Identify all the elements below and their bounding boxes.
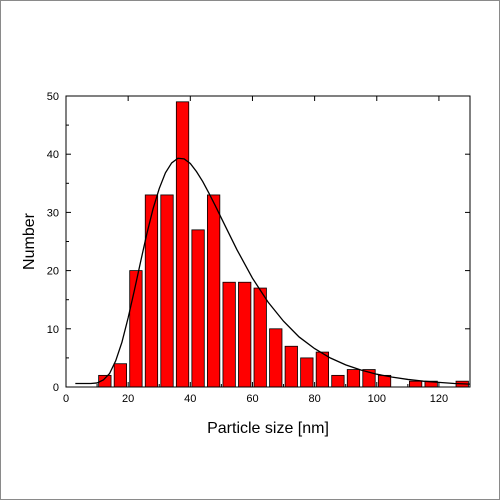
y-tick-label: 20 [47, 266, 59, 278]
histogram-bar [191, 229, 205, 388]
histogram-bar [346, 369, 361, 388]
histogram-bar [331, 374, 345, 388]
histogram-bar [160, 194, 174, 388]
x-tick-label: 60 [246, 393, 258, 405]
x-tick-label: 80 [308, 393, 320, 405]
x-tick-label: 0 [63, 393, 69, 405]
histogram-bar [175, 101, 190, 388]
curve-layer [75, 157, 471, 385]
y-tick-label: 0 [53, 382, 59, 394]
histogram-bar [269, 328, 283, 388]
x-tick-label: 20 [122, 393, 134, 405]
histogram-bar [315, 351, 329, 388]
y-tick-label: 50 [47, 91, 59, 103]
x-tick-label: 100 [368, 393, 386, 405]
y-axis-title: Number [21, 212, 38, 270]
histogram-bar [222, 281, 236, 388]
x-axis-title: Particle size [nm] [207, 420, 329, 437]
y-tick-label: 40 [47, 149, 59, 161]
histogram-bar [253, 287, 267, 388]
y-tick-label: 30 [47, 207, 59, 219]
y-tick-label: 10 [47, 324, 59, 336]
y-axis-ticks: 0 10 20 30 40 50 [47, 91, 470, 394]
histogram-bar [408, 380, 423, 388]
histogram-bar [129, 270, 143, 388]
histogram-bar [144, 194, 159, 388]
plot-area-border [65, 95, 471, 388]
histogram-bar [284, 345, 298, 388]
histogram-bar [238, 281, 252, 388]
fit-curve-line [75, 157, 471, 385]
x-tick-label: 120 [430, 393, 448, 405]
x-tick-label: 40 [184, 393, 196, 405]
histogram-bar [300, 357, 314, 388]
histogram-bar [206, 194, 221, 388]
x-axis-ticks: 0 20 40 60 80 100 120 [63, 96, 448, 405]
histogram-bar [113, 363, 127, 388]
bars-layer [98, 101, 469, 388]
